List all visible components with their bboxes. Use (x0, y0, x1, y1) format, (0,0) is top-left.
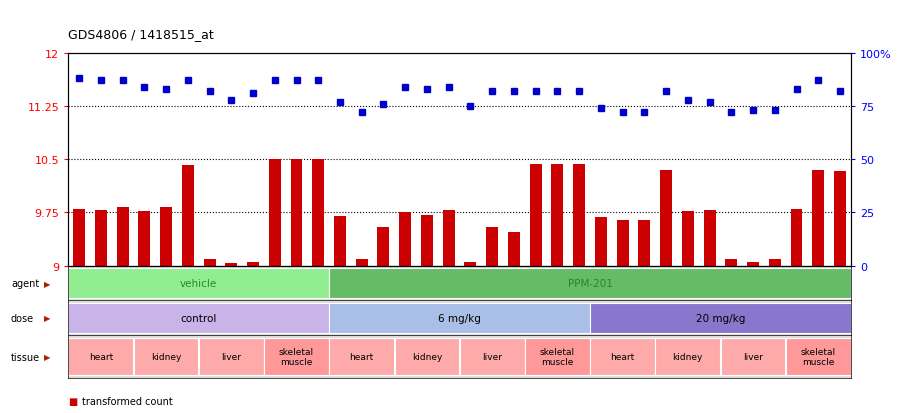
Bar (508, 233, 520, 266)
Bar (334, 216, 346, 266)
FancyBboxPatch shape (655, 338, 720, 375)
FancyBboxPatch shape (199, 338, 264, 375)
FancyBboxPatch shape (591, 338, 655, 375)
Bar (791, 209, 803, 266)
Text: dose: dose (11, 313, 34, 323)
FancyBboxPatch shape (329, 268, 851, 299)
Bar (268, 160, 281, 266)
Text: heart: heart (611, 352, 634, 361)
Bar (421, 215, 433, 266)
FancyBboxPatch shape (329, 338, 394, 375)
Bar (486, 227, 498, 266)
Text: ▶: ▶ (44, 352, 50, 361)
Text: liver: liver (221, 352, 241, 361)
Text: PPM-201: PPM-201 (568, 278, 612, 288)
FancyBboxPatch shape (591, 303, 851, 333)
FancyBboxPatch shape (134, 338, 198, 375)
Text: skeletal
muscle: skeletal muscle (540, 347, 575, 366)
Bar (769, 259, 781, 266)
Bar (703, 211, 715, 266)
Bar (356, 259, 368, 266)
Bar (573, 165, 585, 266)
Bar (204, 260, 216, 266)
Text: agent: agent (11, 278, 39, 288)
Text: liver: liver (482, 352, 502, 361)
Bar (290, 160, 302, 266)
Text: vehicle: vehicle (180, 278, 217, 288)
Bar (247, 262, 259, 266)
Bar (813, 171, 824, 266)
Text: ▶: ▶ (44, 279, 50, 288)
Text: tissue: tissue (11, 352, 40, 362)
Text: ■: ■ (68, 396, 77, 406)
Text: kidney: kidney (411, 352, 442, 361)
Bar (617, 220, 629, 266)
Text: heart: heart (349, 352, 374, 361)
Text: GDS4806 / 1418515_at: GDS4806 / 1418515_at (68, 28, 214, 41)
Bar (160, 208, 172, 266)
Bar (182, 166, 194, 266)
Bar (834, 172, 846, 266)
Text: kidney: kidney (672, 352, 703, 361)
Bar (312, 160, 324, 266)
Text: kidney: kidney (151, 352, 181, 361)
Bar (138, 211, 150, 266)
Text: transformed count: transformed count (82, 396, 173, 406)
Bar (116, 208, 128, 266)
Bar (399, 213, 411, 266)
FancyBboxPatch shape (786, 338, 851, 375)
Bar (551, 165, 563, 266)
FancyBboxPatch shape (395, 338, 460, 375)
Text: 20 mg/kg: 20 mg/kg (696, 313, 745, 323)
Text: control: control (180, 313, 217, 323)
Bar (595, 218, 607, 266)
Bar (95, 211, 106, 266)
Text: skeletal
muscle: skeletal muscle (801, 347, 835, 366)
FancyBboxPatch shape (264, 338, 329, 375)
Bar (378, 227, 389, 266)
Text: heart: heart (89, 352, 113, 361)
FancyBboxPatch shape (525, 338, 590, 375)
Bar (682, 211, 693, 266)
Bar (442, 211, 455, 266)
Text: 6 mg/kg: 6 mg/kg (438, 313, 481, 323)
Bar (530, 165, 541, 266)
Text: liver: liver (743, 352, 763, 361)
FancyBboxPatch shape (68, 303, 329, 333)
FancyBboxPatch shape (329, 303, 590, 333)
Bar (464, 262, 477, 266)
Bar (747, 262, 759, 266)
Bar (638, 220, 651, 266)
Bar (725, 259, 737, 266)
Text: skeletal
muscle: skeletal muscle (279, 347, 314, 366)
Bar (660, 171, 672, 266)
FancyBboxPatch shape (721, 338, 785, 375)
FancyBboxPatch shape (460, 338, 524, 375)
FancyBboxPatch shape (68, 268, 329, 299)
Bar (73, 209, 86, 266)
Bar (226, 264, 238, 266)
Text: ▶: ▶ (44, 313, 50, 323)
FancyBboxPatch shape (68, 338, 133, 375)
